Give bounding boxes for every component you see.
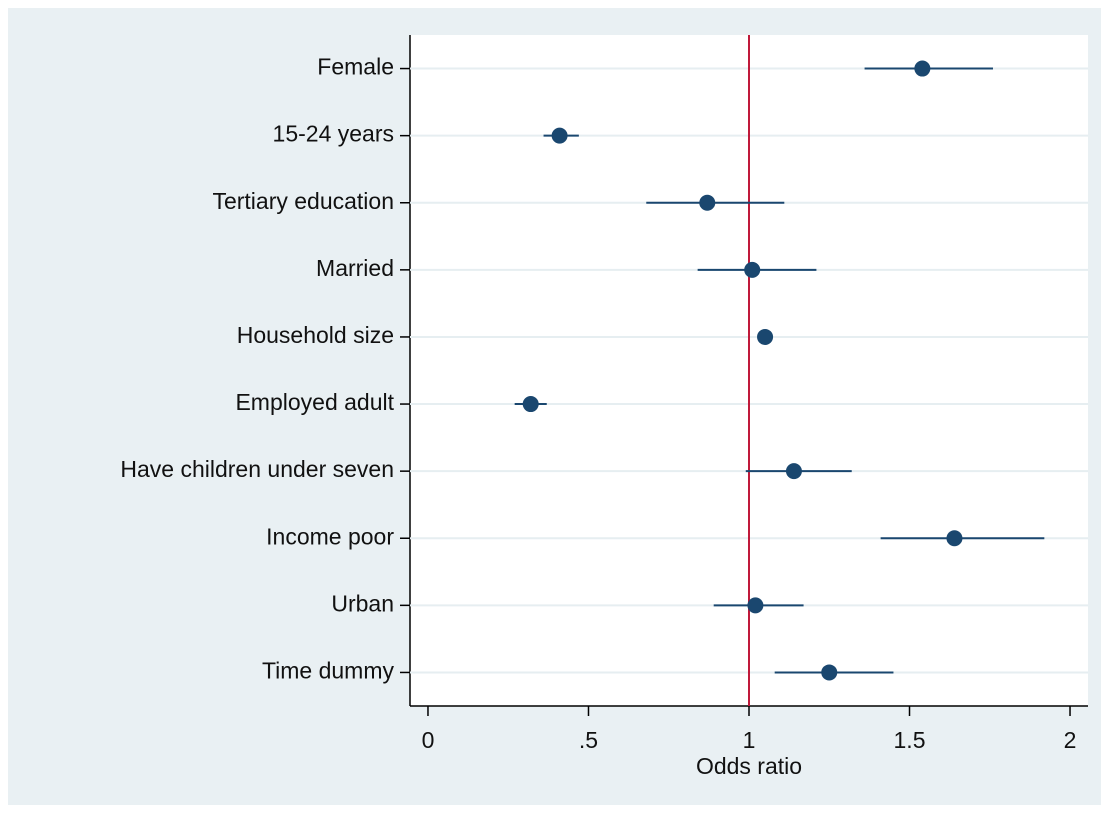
- point-estimate: [747, 597, 764, 614]
- y-tick-label: Female: [317, 54, 394, 80]
- point-estimate: [699, 194, 716, 211]
- y-tick-label: Income poor: [266, 523, 394, 549]
- y-tick-label: Time dummy: [262, 658, 395, 684]
- point-estimate: [946, 530, 963, 547]
- x-tick-label: 1: [743, 727, 756, 753]
- y-tick-label: Married: [316, 255, 394, 281]
- point-estimate: [551, 127, 568, 144]
- x-axis-title: Odds ratio: [696, 753, 802, 779]
- point-estimate: [914, 60, 931, 77]
- point-estimate: [522, 396, 539, 413]
- point-estimate: [785, 463, 802, 480]
- y-tick-label: Urban: [331, 590, 394, 616]
- point-estimate: [821, 664, 838, 681]
- y-tick-label: Employed adult: [235, 389, 394, 415]
- x-tick-label: 1.5: [894, 727, 926, 753]
- x-tick-label: 0: [422, 727, 435, 753]
- point-estimate: [757, 328, 774, 345]
- y-tick-label: Have children under seven: [120, 456, 394, 482]
- x-tick-label: 2: [1064, 727, 1077, 753]
- y-tick-label: 15-24 years: [273, 121, 394, 147]
- point-estimate: [744, 261, 761, 278]
- y-tick-label: Tertiary education: [212, 188, 394, 214]
- y-tick-label: Household size: [237, 322, 394, 348]
- x-tick-label: .5: [579, 727, 598, 753]
